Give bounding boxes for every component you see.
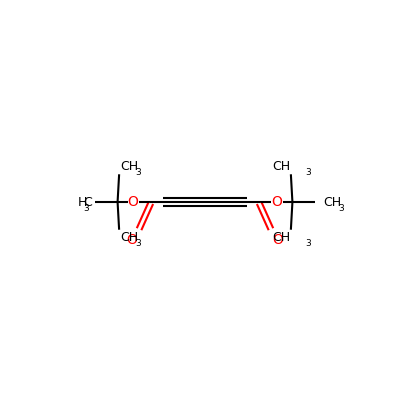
Text: CH: CH <box>120 231 138 244</box>
Text: O: O <box>272 195 282 209</box>
Text: CH: CH <box>272 160 290 173</box>
Text: C: C <box>84 196 92 208</box>
Text: 3: 3 <box>305 168 310 177</box>
Text: 3: 3 <box>338 204 344 212</box>
Text: O: O <box>127 234 138 248</box>
Text: CH: CH <box>120 160 138 173</box>
Text: 3: 3 <box>135 168 141 177</box>
Text: 3: 3 <box>135 239 141 248</box>
Text: CH: CH <box>324 196 342 208</box>
Text: 3: 3 <box>83 204 89 212</box>
Text: H: H <box>78 196 88 208</box>
Text: O: O <box>128 195 138 209</box>
Text: O: O <box>272 234 283 248</box>
Text: CH: CH <box>272 231 290 244</box>
Text: 3: 3 <box>305 239 310 248</box>
